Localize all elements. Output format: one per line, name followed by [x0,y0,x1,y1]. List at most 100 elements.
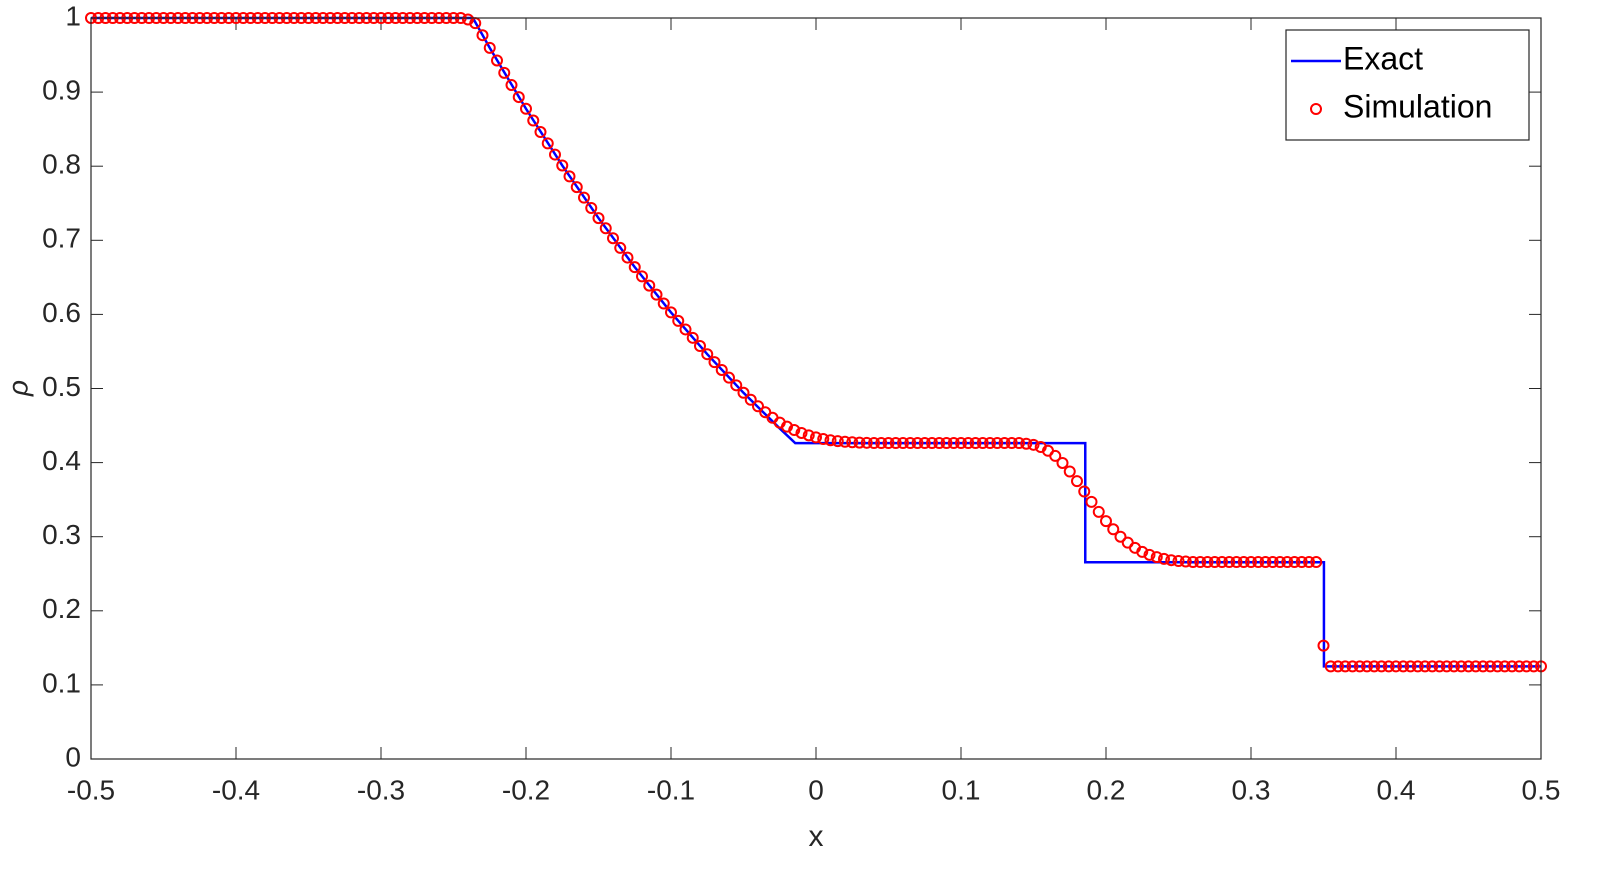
data-point [570,181,583,194]
data-point [730,379,743,392]
data-point [969,437,982,450]
data-point [1085,495,1098,508]
y-tick-label: 0.7 [42,223,81,254]
data-point [505,79,518,92]
data-point [1252,556,1265,569]
data-point [1324,660,1337,673]
legend: Exact Simulation [1285,29,1530,141]
data-point [976,437,989,450]
y-tick-label: 0.1 [42,667,81,698]
y-tick-label: 0.9 [42,74,81,105]
data-point [1506,660,1518,673]
legend-label: Simulation [1343,88,1492,124]
data-point [781,420,793,433]
data-point [1208,556,1221,569]
data-point [1397,660,1410,673]
x-tick-label: -0.3 [357,774,405,805]
data-point [1419,660,1431,673]
data-point [1310,556,1323,569]
data-point [1005,437,1018,450]
data-point [1426,660,1439,673]
data-point [1375,660,1388,673]
data-point [737,386,750,399]
data-point [1498,660,1511,673]
legend-label: Exact [1343,40,1423,76]
data-point [694,340,706,353]
data-point [744,393,757,406]
data-point [1194,556,1207,569]
data-point [1527,660,1540,673]
y-tick-label: 1 [65,0,81,31]
data-point [889,437,902,450]
data-point [1448,660,1460,673]
data-point [752,400,764,413]
data-point [1332,660,1344,673]
data-point [868,437,880,450]
data-point [563,170,576,183]
data-point [1136,545,1149,558]
data-point [650,288,663,301]
data-point [904,437,917,450]
y-tick-label: 0 [65,741,81,772]
data-point [578,191,590,204]
x-tick-label: 0.4 [1377,774,1416,805]
data-point [1179,555,1192,568]
data-point [1165,554,1178,567]
data-point [476,29,489,42]
data-point [1288,556,1301,569]
data-point [810,431,822,444]
data-point [665,306,677,319]
data-point [585,201,598,214]
data-point [1368,660,1381,673]
data-point [614,241,627,254]
data-point [1477,660,1489,673]
x-tick-label: -0.4 [212,774,260,805]
data-point [1281,556,1294,569]
data-point [1317,639,1330,652]
data-point [672,314,685,327]
data-point [1230,556,1243,569]
legend-box [1285,29,1530,141]
data-point [527,114,540,127]
data-point [1440,660,1453,673]
data-point [940,437,953,450]
y-axis-label: ρ [2,380,33,397]
data-point [1361,660,1373,673]
data-point [520,102,532,115]
x-tick-label: -0.5 [67,774,115,805]
x-tick-label: 0.1 [942,774,981,805]
data-point [715,363,728,376]
y-tick-label: 0.4 [42,445,81,476]
data-point [1520,660,1533,673]
data-point [955,437,967,450]
data-point [1150,551,1163,564]
data-point [802,429,815,442]
data-point [1303,556,1315,569]
data-point [1433,660,1446,673]
data-point [933,437,946,450]
data-point [686,331,699,344]
data-point [795,426,808,439]
data-point [512,91,525,104]
data-point [491,54,503,67]
data-point [1187,556,1199,569]
data-point [1071,475,1083,488]
x-tick-label: -0.1 [647,774,695,805]
data-point [1411,660,1424,673]
data-point [824,434,837,447]
data-point [1114,530,1127,543]
data-point [926,437,938,450]
data-point [1346,660,1359,673]
data-point [534,126,547,139]
data-point [541,137,554,150]
data-point [679,323,692,336]
data-point [918,437,931,450]
data-point [621,251,634,264]
y-tick-label: 0.3 [42,519,81,550]
data-point [636,270,648,283]
data-point [1056,456,1069,469]
x-tick-label: 0.5 [1522,774,1561,805]
data-point [723,371,735,384]
data-point [708,356,721,369]
